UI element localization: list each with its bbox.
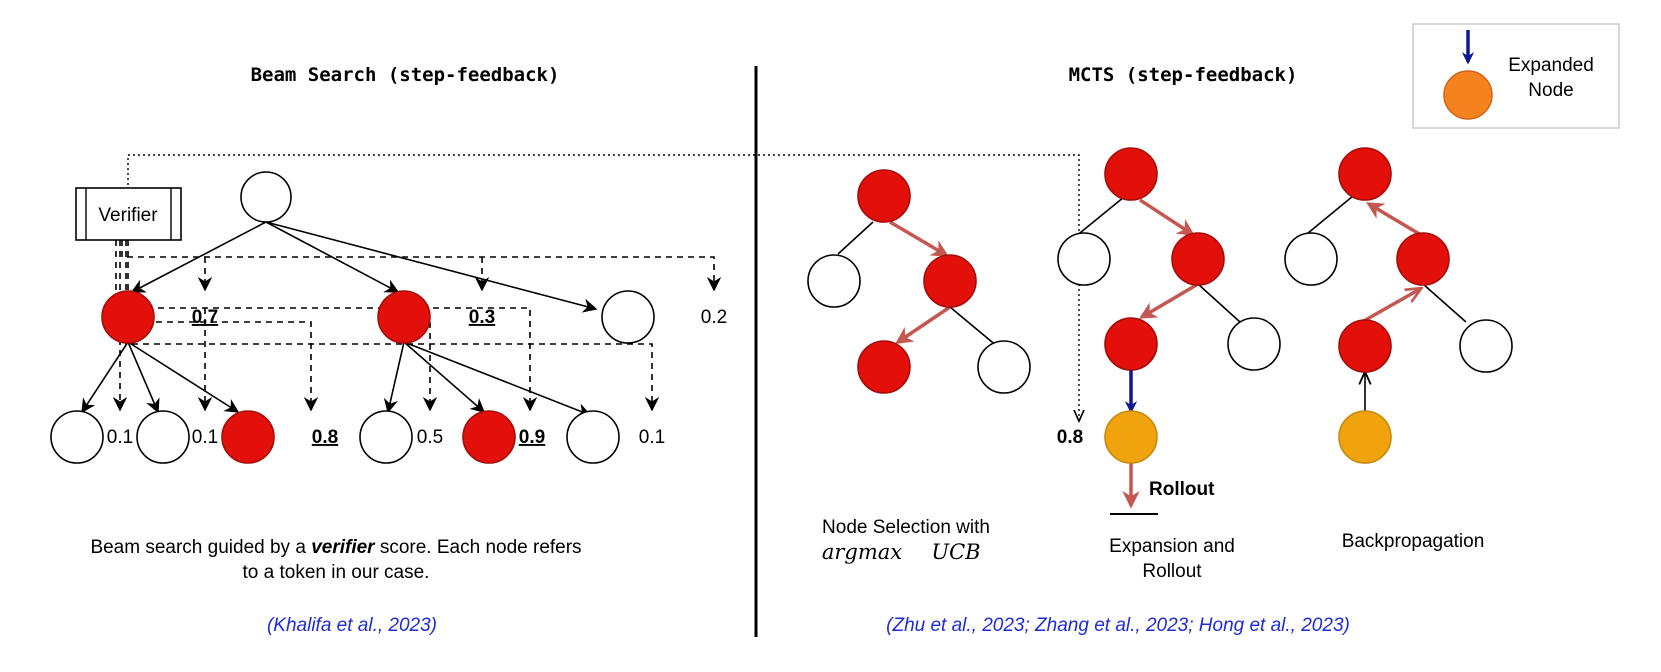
beam-score-l2: 0.1: [107, 427, 133, 448]
beam-score-l2: 0.9: [519, 427, 545, 448]
expansion-root-node: [1104, 147, 1158, 201]
beam-l2-node: [136, 410, 190, 464]
verifier-label: Verifier: [98, 205, 158, 226]
verifier-box: Verifier: [75, 187, 182, 241]
beam-score-l2: 0.1: [192, 427, 218, 448]
beam-l2-node-selected: [462, 410, 516, 464]
selection-caption: Node Selection with: [822, 517, 990, 538]
selection-caption-math-ucb: UCB: [931, 540, 980, 564]
beam-score-l1: 0.7: [192, 307, 218, 328]
legend-label-line2: Node: [1528, 80, 1573, 101]
expansion-caption-line1: Expansion and: [1109, 536, 1235, 557]
backprop-expanded-node: [1338, 410, 1392, 464]
selection-node: [807, 254, 861, 308]
beam-score-l1: 0.2: [701, 307, 727, 328]
mcts-expansion-tree: [1057, 147, 1281, 515]
expansion-node-selected: [1171, 232, 1225, 286]
beam-l1-node-selected: [101, 290, 155, 344]
beam-l1-node-selected: [377, 290, 431, 344]
beam-score-l1: 0.3: [469, 307, 495, 328]
beam-caption-line2: to a token in our case.: [243, 562, 430, 583]
selection-leaf-selected: [857, 340, 911, 394]
backprop-caption: Backpropagation: [1342, 531, 1485, 552]
expansion-node: [1057, 232, 1111, 286]
backprop-root-node: [1338, 147, 1392, 201]
mcts-backprop-tree: [1284, 147, 1513, 464]
backprop-node-selected: [1396, 232, 1450, 286]
selection-caption-math-argmax: argmax: [822, 540, 902, 564]
mcts-selection-tree: [807, 169, 1031, 394]
beam-l2-node: [359, 410, 413, 464]
beam-l2-node-selected: [221, 410, 275, 464]
verifier-score-lines: [112, 240, 722, 412]
mcts-title: MCTS (step-feedback): [1069, 64, 1298, 86]
beam-score-l2: 0.1: [639, 427, 665, 448]
beam-score-l2: 0.8: [312, 427, 338, 448]
expansion-caption-line2: Rollout: [1142, 561, 1202, 582]
backprop-leaf-selected: [1338, 319, 1392, 373]
mcts-citation[interactable]: (Zhu et al., 2023; Zhang et al., 2023; H…: [886, 615, 1350, 636]
expansion-node: [1227, 317, 1281, 371]
beam-l2-node: [50, 410, 104, 464]
rollout-label: Rollout: [1149, 479, 1215, 500]
mcts-verifier-score: 0.8: [1057, 427, 1083, 448]
legend-expanded-node: [1443, 70, 1493, 120]
verifier-to-mcts-connector: [127, 154, 1079, 420]
beam-caption-line1: Beam search guided by a verifier score. …: [90, 537, 581, 558]
beam-citation[interactable]: (Khalifa et al., 2023): [267, 615, 437, 636]
legend-label-line1: Expanded: [1508, 55, 1594, 76]
backprop-node: [1284, 232, 1338, 286]
beam-l1-node: [601, 290, 655, 344]
backprop-node: [1459, 319, 1513, 373]
selection-root-node: [857, 169, 911, 223]
expansion-leaf-selected: [1104, 317, 1158, 371]
selection-node-selected: [923, 254, 977, 308]
beam-tree-edges: [81, 221, 598, 417]
beam-score-l2: 0.5: [417, 427, 443, 448]
beam-root-node: [240, 171, 292, 223]
beam-search-title: Beam Search (step-feedback): [251, 64, 560, 86]
selection-node: [977, 340, 1031, 394]
legend-box: Expanded Node: [1412, 23, 1620, 129]
expanded-node: [1104, 410, 1158, 464]
beam-l2-node: [566, 410, 620, 464]
